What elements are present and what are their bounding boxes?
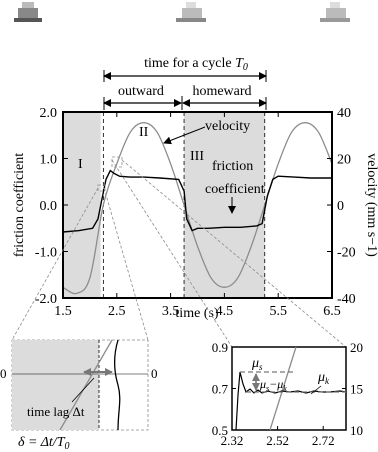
inset-time-lag: 0 0 time lag Δt δ = Δt/T0 bbox=[0, 339, 158, 452]
inset-left-shade bbox=[12, 340, 99, 430]
friction-coefficient-line bbox=[62, 169, 332, 233]
inset-left-zero-left: 0 bbox=[0, 366, 7, 381]
x-tick-label: 3.5 bbox=[162, 304, 180, 319]
y-left-tick-label: -2.0 bbox=[35, 292, 57, 307]
inset-y-left-tick-label: 0.9 bbox=[212, 340, 228, 355]
y-right-tick-label: 0 bbox=[337, 199, 344, 214]
delta-formula: δ = Δt/T0 bbox=[18, 435, 69, 452]
x-tick-label: 6.5 bbox=[323, 304, 341, 319]
apparatus-icon-middle bbox=[176, 2, 206, 22]
inset-x-tick-label: 2.32 bbox=[221, 433, 244, 448]
y-left-tick-label: -1.0 bbox=[35, 246, 57, 261]
apparatus-icon-right bbox=[320, 2, 350, 22]
x-tick-label: 2.5 bbox=[108, 304, 126, 319]
inset-static-kinetic: 2.32 2.52 2.72 0.9 0.7 0.5 20 15 10 μs μk μs−μk bbox=[212, 340, 363, 448]
x-tick-label: 5.5 bbox=[269, 304, 287, 319]
x-axis-ticks: 1.5 2.5 3.5 4.5 5.5 6.5 bbox=[54, 112, 341, 319]
y-axis-left-label: friction coefficient bbox=[12, 153, 27, 257]
y-right-tick-label: -40 bbox=[337, 292, 356, 307]
velocity-annotation: velocity bbox=[205, 119, 250, 134]
cycle-label: time for a cycle T0 bbox=[144, 56, 248, 73]
phase-label-homeward: homeward bbox=[192, 84, 251, 99]
inset-right-frame bbox=[231, 346, 347, 431]
inset-right-friction bbox=[235, 371, 347, 431]
time-lag-label: time lag Δt bbox=[27, 404, 85, 419]
y-axis-right-ticks: 40 20 0 -20 -40 bbox=[327, 106, 356, 307]
inset-left-friction bbox=[113, 339, 121, 431]
zoom-guides bbox=[11, 156, 347, 348]
region-label-i: I bbox=[78, 157, 83, 172]
inset-x-tick-label: 2.52 bbox=[266, 433, 289, 448]
friction-annotation-line1: friction bbox=[212, 159, 253, 174]
inset-y-left-tick-label: 0.7 bbox=[212, 382, 229, 397]
cycle-annotation: time for a cycle T0 outward homeward bbox=[103, 56, 267, 110]
mu-s-label: μs bbox=[251, 356, 263, 372]
x-tick-label: 4.5 bbox=[216, 304, 234, 319]
inset-x-tick-label: 2.72 bbox=[312, 433, 335, 448]
inset-y-left-tick-label: 0.5 bbox=[212, 423, 228, 438]
friction-annotation-line2: coefficient bbox=[205, 182, 265, 197]
y-axis-right-label: velocity (mm s−1) bbox=[364, 153, 378, 257]
y-left-tick-label: 0.0 bbox=[40, 199, 58, 214]
inset-y-right-tick-label: 10 bbox=[350, 423, 363, 438]
y-axis-left-ticks: 2.0 1.0 0.0 -1.0 -2.0 bbox=[35, 106, 68, 307]
inset-y-right-tick-label: 20 bbox=[350, 340, 363, 355]
mu-diff-label: μs−μk bbox=[259, 377, 287, 393]
shaded-regions bbox=[63, 112, 265, 298]
apparatus-icon-left bbox=[14, 2, 42, 22]
shaded-region-1 bbox=[63, 112, 101, 298]
y-right-tick-label: 20 bbox=[337, 153, 351, 168]
inset-left-zero-right: 0 bbox=[151, 366, 158, 381]
region-label-ii: II bbox=[139, 125, 149, 140]
y-left-tick-label: 1.0 bbox=[40, 153, 58, 168]
velocity-annotation-arrow bbox=[163, 126, 206, 145]
mu-k-pointer bbox=[310, 385, 322, 395]
y-right-tick-label: -20 bbox=[337, 246, 356, 261]
inset-right-velocity bbox=[269, 346, 297, 431]
x-axis-label: time (s) bbox=[175, 306, 218, 321]
y-right-tick-label: 40 bbox=[337, 106, 351, 121]
region-label-iii: III bbox=[190, 149, 204, 164]
inset-y-right-tick-label: 15 bbox=[350, 382, 363, 397]
mu-k-label: μk bbox=[317, 370, 330, 386]
inset-left-velocity bbox=[59, 339, 113, 431]
y-left-tick-label: 2.0 bbox=[40, 106, 58, 121]
inset-right-ticks: 2.32 2.52 2.72 0.9 0.7 0.5 20 15 10 bbox=[212, 340, 363, 448]
phase-label-outward: outward bbox=[118, 84, 164, 99]
time-lag-pointer bbox=[71, 377, 95, 403]
main-chart: 1.5 2.5 3.5 4.5 5.5 6.5 2.0 1.0 0.0 -1.0 -2.0 40 2… bbox=[12, 106, 378, 321]
shaded-region-2 bbox=[184, 112, 265, 298]
x-tick-label: 1.5 bbox=[54, 304, 72, 319]
